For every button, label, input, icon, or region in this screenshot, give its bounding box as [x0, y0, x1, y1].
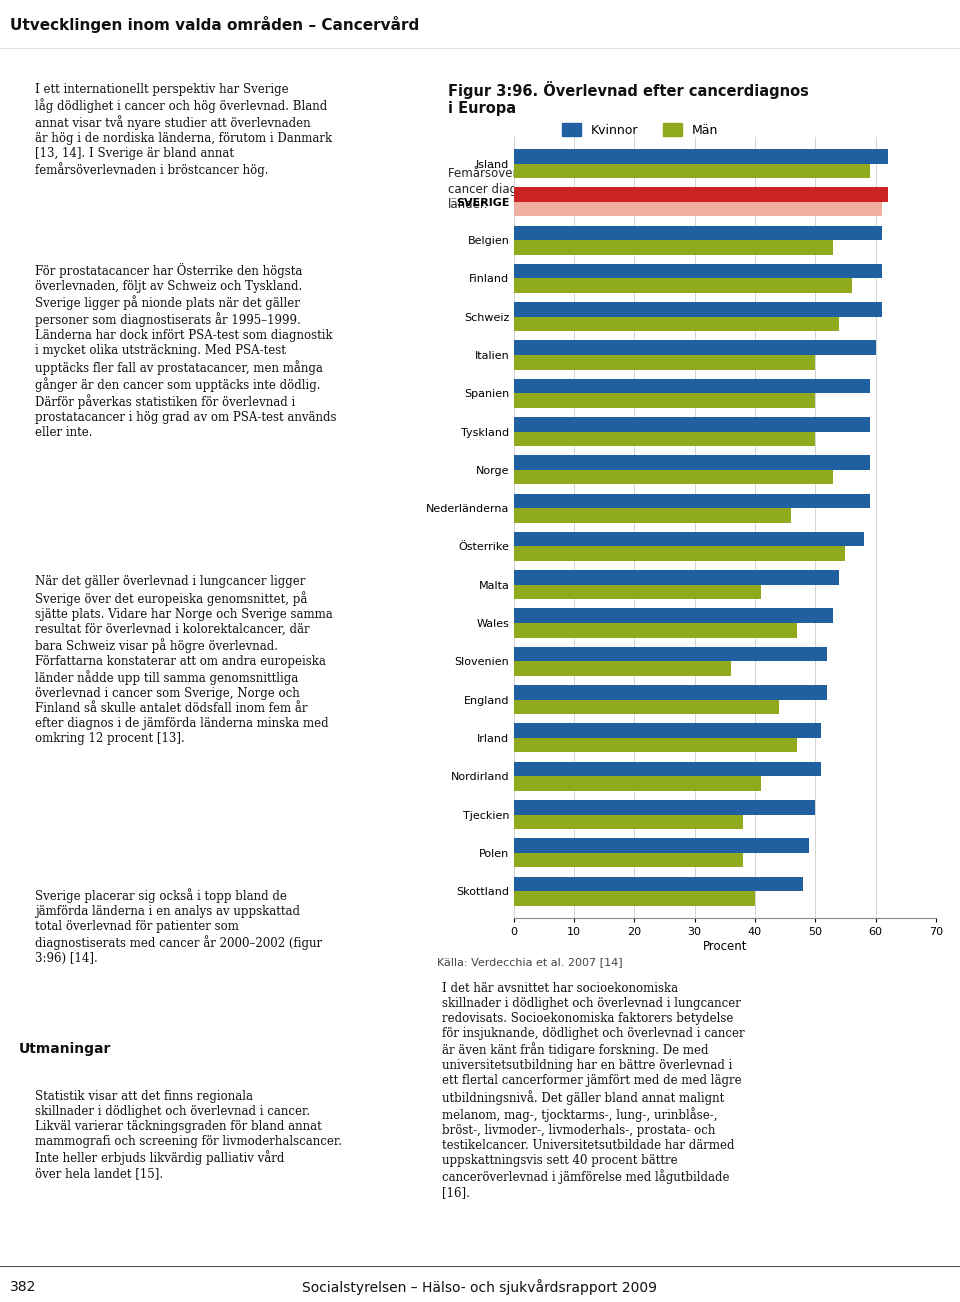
Text: Statistik visar att det finns regionala
skillnader i dödlighet och överlevnad i : Statistik visar att det finns regionala … — [36, 1090, 343, 1180]
Text: 382: 382 — [10, 1280, 36, 1294]
Text: Figur 3:96. Överlevnad efter cancerdiagnos
i Europa: Figur 3:96. Överlevnad efter cancerdiagn… — [448, 81, 809, 116]
Text: Källa: Verdecchia et al. 2007 [14]: Källa: Verdecchia et al. 2007 [14] — [437, 957, 622, 967]
Bar — [514, 264, 881, 279]
Bar — [514, 624, 797, 638]
Bar — [514, 164, 870, 178]
Bar — [514, 853, 743, 867]
Bar — [514, 570, 839, 585]
Bar — [514, 876, 804, 891]
Bar — [514, 340, 876, 355]
Text: Utvecklingen inom valda områden – Cancervård: Utvecklingen inom valda områden – Cancer… — [10, 16, 419, 34]
Bar — [514, 202, 881, 216]
Bar — [514, 608, 833, 624]
Bar — [514, 685, 828, 699]
Bar — [514, 148, 888, 164]
Bar — [514, 815, 743, 829]
Text: I ett internationellt perspektiv har Sverige
låg dödlighet i cancer och hög över: I ett internationellt perspektiv har Sve… — [36, 82, 332, 177]
Legend: Kvinnor, Män: Kvinnor, Män — [563, 124, 718, 137]
Bar — [514, 225, 881, 240]
Bar — [514, 431, 815, 447]
Bar — [514, 724, 822, 738]
Bar — [514, 699, 780, 715]
Bar — [514, 316, 839, 331]
Bar — [514, 776, 761, 790]
Text: Femårsöverlevnad för kvinnor respektive män efter
cancer diagnostiserad 2000–200: Femårsöverlevnad för kvinnor respektive … — [448, 165, 762, 211]
X-axis label: Procent: Procent — [703, 940, 747, 953]
Text: Sverige placerar sig också i topp bland de
jämförda länderna i en analys av upps: Sverige placerar sig också i topp bland … — [36, 888, 323, 965]
Text: Utmaningar: Utmaningar — [19, 1042, 111, 1056]
Bar — [514, 533, 864, 547]
Bar — [514, 493, 870, 508]
Bar — [514, 838, 809, 853]
Bar — [514, 279, 852, 293]
Bar — [514, 508, 791, 522]
Bar — [514, 379, 870, 393]
Bar — [514, 187, 888, 202]
Bar — [514, 302, 881, 316]
Bar — [514, 738, 797, 753]
Bar — [514, 891, 755, 906]
Bar — [514, 240, 833, 255]
Text: Socialstyrelsen – Hälso- och sjukvårdsrapport 2009: Socialstyrelsen – Hälso- och sjukvårdsra… — [302, 1280, 658, 1295]
Bar — [514, 647, 828, 661]
Bar — [514, 470, 833, 484]
Bar — [514, 393, 815, 408]
Bar — [514, 762, 822, 776]
Bar — [514, 799, 815, 815]
Bar — [514, 417, 870, 431]
Bar — [514, 355, 815, 370]
Text: För prostatacancer har Österrike den högsta
överlevnaden, följt av Schweiz och T: För prostatacancer har Österrike den hög… — [36, 263, 337, 439]
Bar — [514, 585, 761, 599]
Bar — [514, 661, 731, 676]
Text: När det gäller överlevnad i lungcancer ligger
Sverige över det europeiska genoms: När det gäller överlevnad i lungcancer l… — [36, 575, 333, 745]
Bar — [514, 547, 846, 561]
Bar — [514, 456, 870, 470]
Text: I det här avsnittet har socioekonomiska
skillnader i dödlighet och överlevnad i : I det här avsnittet har socioekonomiska … — [442, 982, 744, 1199]
